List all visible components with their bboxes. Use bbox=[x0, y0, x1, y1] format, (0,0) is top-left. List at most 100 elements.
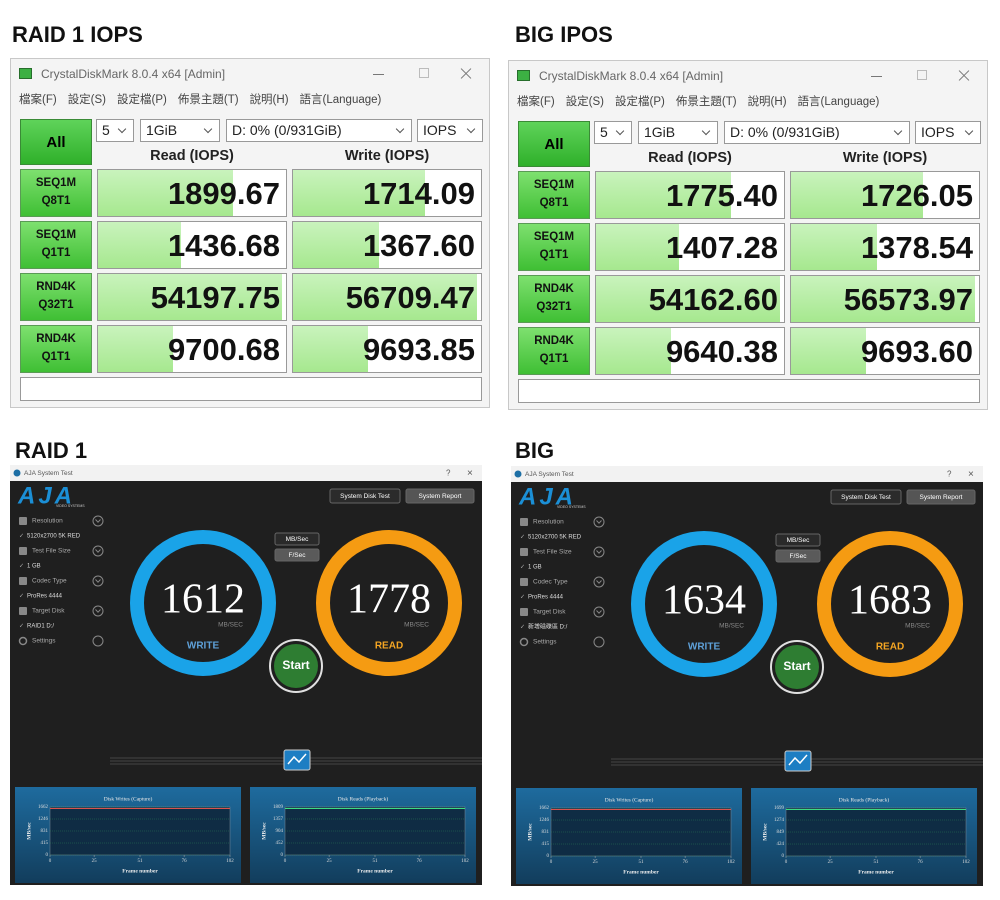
toolbar-button[interactable] bbox=[906, 489, 976, 505]
toolbar-button-label[interactable]: System Disk Test bbox=[340, 493, 390, 500]
menu-item[interactable]: 設定檔(P) bbox=[615, 96, 665, 108]
y-axis-label: MB/sec bbox=[527, 823, 533, 841]
dropdown[interactable]: 1GiB bbox=[638, 121, 718, 144]
unit-toggle[interactable] bbox=[775, 533, 821, 547]
close-button[interactable]: × bbox=[467, 468, 473, 479]
setting-expand[interactable] bbox=[92, 575, 104, 587]
result-value: 1436.68 bbox=[167, 228, 280, 263]
test-button[interactable]: RND4K Q1T1 bbox=[20, 325, 92, 373]
test-button[interactable]: SEQ1M Q1T1 bbox=[518, 223, 590, 271]
result-cell: 9700.68 bbox=[97, 325, 287, 373]
menu-item[interactable]: 佈景主題(T) bbox=[675, 96, 737, 108]
close-button[interactable]: × bbox=[968, 469, 974, 480]
menu-item[interactable]: 語言(Language) bbox=[299, 94, 382, 106]
menu-item[interactable]: 檔案(F) bbox=[517, 96, 555, 108]
result-value: 1775.40 bbox=[665, 178, 778, 213]
unit-toggle[interactable] bbox=[775, 549, 821, 563]
unit-toggle-label[interactable]: MB/Sec bbox=[286, 536, 310, 543]
result-bar bbox=[293, 326, 369, 372]
unit-toggle[interactable] bbox=[274, 548, 320, 562]
test-button[interactable]: SEQ1M Q1T1 bbox=[20, 221, 92, 269]
x-axis-label: Frame number bbox=[858, 869, 894, 875]
test-params: Q1T1 bbox=[41, 247, 71, 259]
toolbar-button-label[interactable]: System Disk Test bbox=[841, 494, 891, 501]
dropdown[interactable]: IOPS bbox=[915, 121, 981, 144]
graph-toggle-icon bbox=[788, 754, 808, 766]
title-bar bbox=[10, 465, 482, 481]
start-label[interactable]: Start bbox=[783, 659, 810, 673]
result-value: 1714.09 bbox=[362, 176, 475, 211]
menu-item[interactable]: 說明(H) bbox=[249, 94, 289, 106]
menu-item[interactable]: 設定檔(P) bbox=[117, 94, 167, 106]
unit-toggle-label[interactable]: MB/Sec bbox=[787, 537, 811, 544]
toolbar-button-label[interactable]: System Report bbox=[920, 494, 963, 501]
y-tick-label: 831 bbox=[41, 829, 49, 834]
toolbar-button[interactable] bbox=[405, 488, 475, 504]
settings-expand[interactable] bbox=[593, 636, 605, 648]
unit-toggle-label[interactable]: F/Sec bbox=[289, 552, 307, 559]
x-tick-label: 51 bbox=[874, 860, 880, 865]
setting-icon bbox=[520, 608, 528, 616]
start-button[interactable] bbox=[274, 644, 318, 688]
test-button[interactable]: RND4K Q32T1 bbox=[518, 275, 590, 323]
setting-expand[interactable] bbox=[593, 606, 605, 618]
result-bar bbox=[791, 328, 867, 374]
dropdown[interactable]: D: 0% (0/931GiB) bbox=[226, 119, 412, 142]
result-value: 9700.68 bbox=[167, 332, 280, 367]
y-tick-label: 1246 bbox=[38, 817, 49, 822]
menu-bar: 檔案(F) 設定(S) 設定檔(P) 佈景主題(T) 說明(H) 語言(Language) bbox=[517, 93, 879, 109]
y-tick-label: 849 bbox=[777, 830, 785, 835]
menu-item[interactable]: 檔案(F) bbox=[19, 94, 57, 106]
menu-item[interactable]: 佈景主題(T) bbox=[177, 94, 239, 106]
menu-item[interactable]: 設定(S) bbox=[565, 96, 605, 108]
setting-expand[interactable] bbox=[92, 515, 104, 527]
setting-expand[interactable] bbox=[593, 516, 605, 528]
test-button[interactable]: SEQ1M Q8T1 bbox=[20, 169, 92, 217]
setting-chevron bbox=[95, 579, 101, 583]
settings-label[interactable]: Settings bbox=[533, 639, 557, 646]
toolbar-button[interactable] bbox=[830, 489, 902, 505]
settings-label[interactable]: Settings bbox=[32, 638, 56, 645]
window-title: CrystalDiskMark 8.0.4 x64 [Admin] bbox=[539, 69, 724, 83]
test-button[interactable]: RND4K Q1T1 bbox=[518, 327, 590, 375]
start-button[interactable] bbox=[775, 645, 819, 689]
unit-toggle-label[interactable]: F/Sec bbox=[790, 553, 808, 560]
help-button[interactable]: ? bbox=[446, 469, 451, 478]
test-button[interactable]: RND4K Q32T1 bbox=[20, 273, 92, 321]
menu-item[interactable]: 設定(S) bbox=[67, 94, 107, 106]
toolbar-button[interactable] bbox=[329, 488, 401, 504]
x-tick-label: 76 bbox=[683, 860, 689, 865]
gauge-value: 1612 bbox=[161, 577, 245, 623]
setting-value: ProRes 4444 bbox=[27, 594, 63, 600]
settings-expand[interactable] bbox=[92, 635, 104, 647]
setting-expand[interactable] bbox=[92, 605, 104, 617]
result-value: 9693.85 bbox=[362, 332, 475, 367]
toolbar-button-label[interactable]: System Report bbox=[419, 493, 462, 500]
menu-item[interactable]: 語言(Language) bbox=[797, 96, 880, 108]
run-all-button[interactable]: All bbox=[20, 119, 92, 165]
help-button[interactable]: ? bbox=[947, 470, 952, 479]
x-tick-label: 102 bbox=[962, 860, 970, 865]
dropdown[interactable]: 5 bbox=[96, 119, 134, 142]
setting-expand[interactable] bbox=[593, 576, 605, 588]
dropdown[interactable]: 5 bbox=[594, 121, 632, 144]
setting-value: 1 GB bbox=[528, 565, 542, 571]
result-bar bbox=[98, 222, 181, 268]
result-value: 1367.60 bbox=[362, 228, 475, 263]
dropdown[interactable]: 1GiB bbox=[140, 119, 220, 142]
dropdown[interactable]: IOPS bbox=[417, 119, 483, 142]
x-tick-label: 51 bbox=[639, 860, 645, 865]
start-label[interactable]: Start bbox=[282, 658, 309, 672]
menu-bar: 檔案(F) 設定(S) 設定檔(P) 佈景主題(T) 說明(H) 語言(Language) bbox=[19, 91, 381, 107]
setting-expand[interactable] bbox=[593, 546, 605, 558]
setting-expand[interactable] bbox=[92, 545, 104, 557]
menu-item[interactable]: 說明(H) bbox=[747, 96, 787, 108]
test-button[interactable]: SEQ1M Q8T1 bbox=[518, 171, 590, 219]
run-all-button[interactable]: All bbox=[518, 121, 590, 167]
dropdown[interactable]: D: 0% (0/931GiB) bbox=[724, 121, 910, 144]
result-value: 56573.97 bbox=[843, 282, 973, 317]
x-tick-label: 25 bbox=[593, 860, 599, 865]
logo: AJA bbox=[17, 482, 75, 509]
unit-toggle[interactable] bbox=[274, 532, 320, 546]
test-name: RND4K bbox=[534, 283, 574, 295]
